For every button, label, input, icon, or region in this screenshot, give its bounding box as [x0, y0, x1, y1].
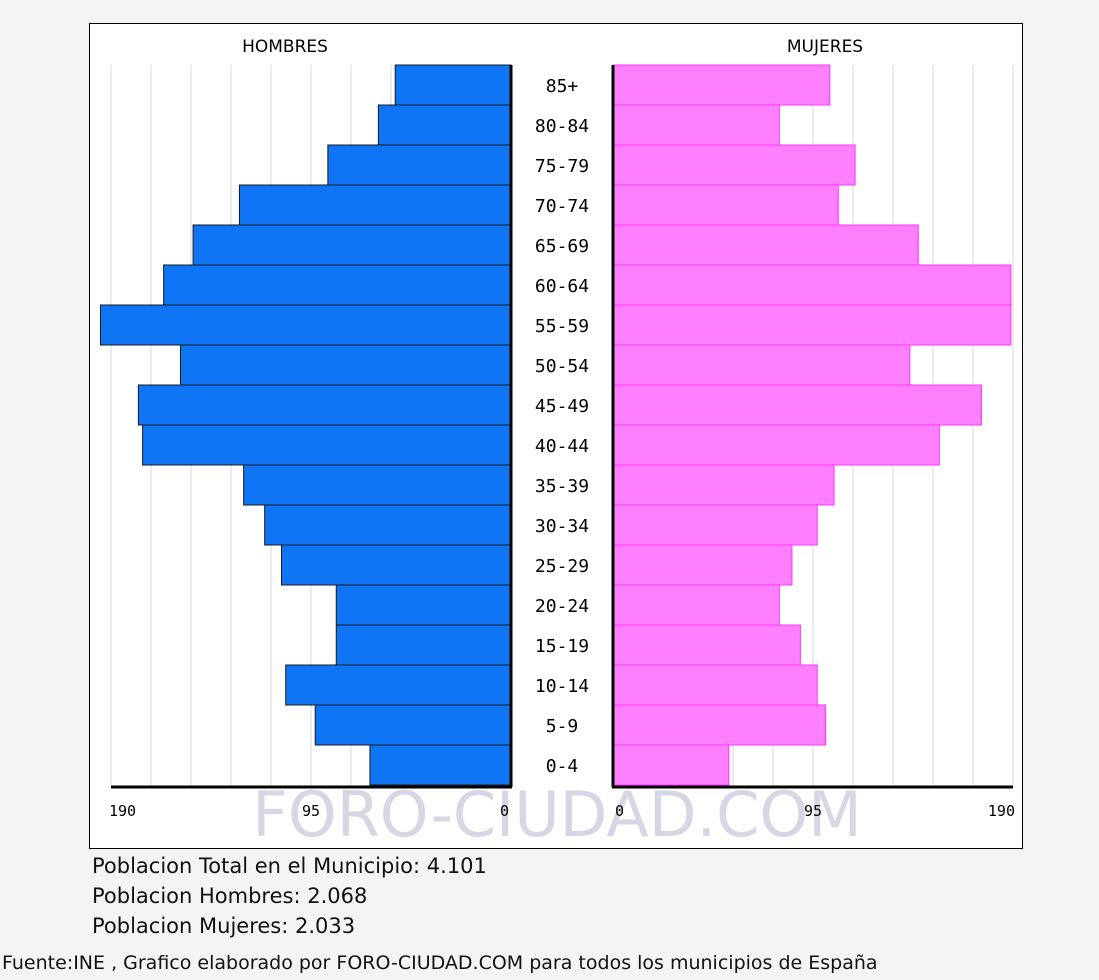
age-group-label: 75-79 [535, 156, 589, 177]
male-bar [99, 304, 512, 346]
watermark-text: FORO-CIUDAD.COM [252, 778, 862, 850]
female-bar [612, 424, 940, 466]
age-group-label: 60-64 [535, 276, 589, 297]
age-group-label: 10-14 [535, 676, 589, 697]
age-group-label: 25-29 [535, 556, 589, 577]
age-group-label: 80-84 [535, 116, 589, 137]
male-tick-label: 95 [302, 802, 320, 820]
male-bar [377, 104, 512, 146]
female-bar [612, 224, 919, 266]
male-bar [281, 544, 512, 586]
age-group-label: 85+ [546, 76, 579, 97]
female-population-text: Poblacion Mujeres: 2.033 [92, 914, 356, 938]
male-bar [264, 504, 512, 546]
male-tick-label: 0 [500, 802, 509, 820]
age-group-label: 45-49 [535, 396, 589, 417]
female-bar [612, 744, 730, 786]
age-group-label: 20-24 [535, 596, 589, 617]
female-bar [612, 664, 818, 706]
age-group-label: 70-74 [535, 196, 589, 217]
male-bar [137, 384, 512, 426]
age-group-label: 15-19 [535, 636, 589, 657]
female-tick-label: 0 [615, 802, 624, 820]
male-bar [314, 704, 512, 746]
female-bar [612, 64, 831, 106]
total-population-text: Poblacion Total en el Municipio: 4.101 [92, 854, 487, 878]
male-bar [179, 344, 512, 386]
female-bar [612, 504, 818, 546]
male-bar [243, 464, 512, 506]
age-group-label: 30-34 [535, 516, 589, 537]
age-group-label: 0-4 [546, 756, 579, 777]
male-bar [394, 64, 512, 106]
female-bar [612, 384, 982, 426]
female-bar [612, 144, 856, 186]
female-title: MUJERES [787, 37, 863, 57]
female-bar [612, 544, 793, 586]
age-group-label: 5-9 [546, 716, 579, 737]
age-group-label: 55-59 [535, 316, 589, 337]
pyramid-svg: 85+ 80-84 75-79 70-74 65-69 60-64 55-59 50-54 45… [99, 37, 1015, 850]
population-pyramid-chart: 85+ 80-84 75-79 70-74 65-69 60-64 55-59 50-54 45… [89, 23, 1023, 850]
male-bar [163, 264, 512, 306]
female-bar [612, 624, 801, 666]
male-bar [327, 144, 512, 186]
female-bar [612, 584, 780, 626]
age-group-label: 50-54 [535, 356, 589, 377]
male-bar [238, 184, 512, 226]
female-bar [612, 184, 839, 226]
male-bar [335, 584, 512, 626]
female-tick-label: 95 [804, 802, 822, 820]
male-bar [335, 624, 512, 666]
female-bar [612, 344, 911, 386]
female-tick-label: 190 [988, 802, 1015, 820]
age-group-label: 65-69 [535, 236, 589, 257]
female-bar [612, 104, 780, 146]
male-tick-label: 190 [109, 802, 136, 820]
male-bar [369, 744, 512, 786]
male-population-text: Poblacion Hombres: 2.068 [92, 884, 368, 908]
male-bar [192, 224, 512, 266]
male-title: HOMBRES [242, 37, 328, 57]
female-bar [612, 304, 1012, 346]
source-note: Fuente:INE , Grafico elaborado por FORO-… [2, 952, 878, 974]
female-bar [612, 464, 835, 506]
age-group-label: 40-44 [535, 436, 589, 457]
female-bar [612, 704, 827, 746]
male-bar [142, 424, 512, 466]
male-bar [285, 664, 512, 706]
age-group-label: 35-39 [535, 476, 589, 497]
female-bar [612, 264, 1012, 306]
